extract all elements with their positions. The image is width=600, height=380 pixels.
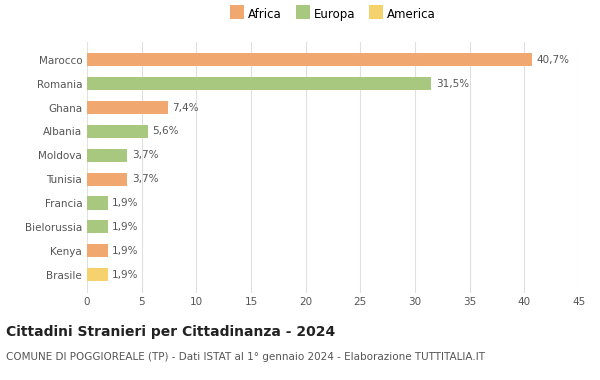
Bar	[87, 173, 127, 186]
Text: 7,4%: 7,4%	[172, 103, 199, 112]
Text: Cittadini Stranieri per Cittadinanza - 2024: Cittadini Stranieri per Cittadinanza - 2…	[6, 325, 335, 339]
Text: 1,9%: 1,9%	[112, 198, 139, 208]
Text: 3,7%: 3,7%	[132, 150, 158, 160]
Text: 1,9%: 1,9%	[112, 270, 139, 280]
Bar	[87, 125, 148, 138]
Bar	[87, 220, 108, 233]
Bar	[87, 268, 108, 281]
Bar	[87, 101, 168, 114]
Bar	[87, 196, 108, 210]
Text: 31,5%: 31,5%	[436, 79, 469, 89]
Bar	[87, 149, 127, 162]
Text: 40,7%: 40,7%	[536, 55, 569, 65]
Text: 1,9%: 1,9%	[112, 246, 139, 256]
Text: COMUNE DI POGGIOREALE (TP) - Dati ISTAT al 1° gennaio 2024 - Elaborazione TUTTIT: COMUNE DI POGGIOREALE (TP) - Dati ISTAT …	[6, 352, 485, 361]
Bar	[87, 53, 532, 66]
Bar	[87, 244, 108, 257]
Text: 3,7%: 3,7%	[132, 174, 158, 184]
Text: 1,9%: 1,9%	[112, 222, 139, 232]
Legend: Africa, Europa, America: Africa, Europa, America	[226, 3, 440, 26]
Bar	[87, 77, 431, 90]
Text: 5,6%: 5,6%	[152, 127, 179, 136]
